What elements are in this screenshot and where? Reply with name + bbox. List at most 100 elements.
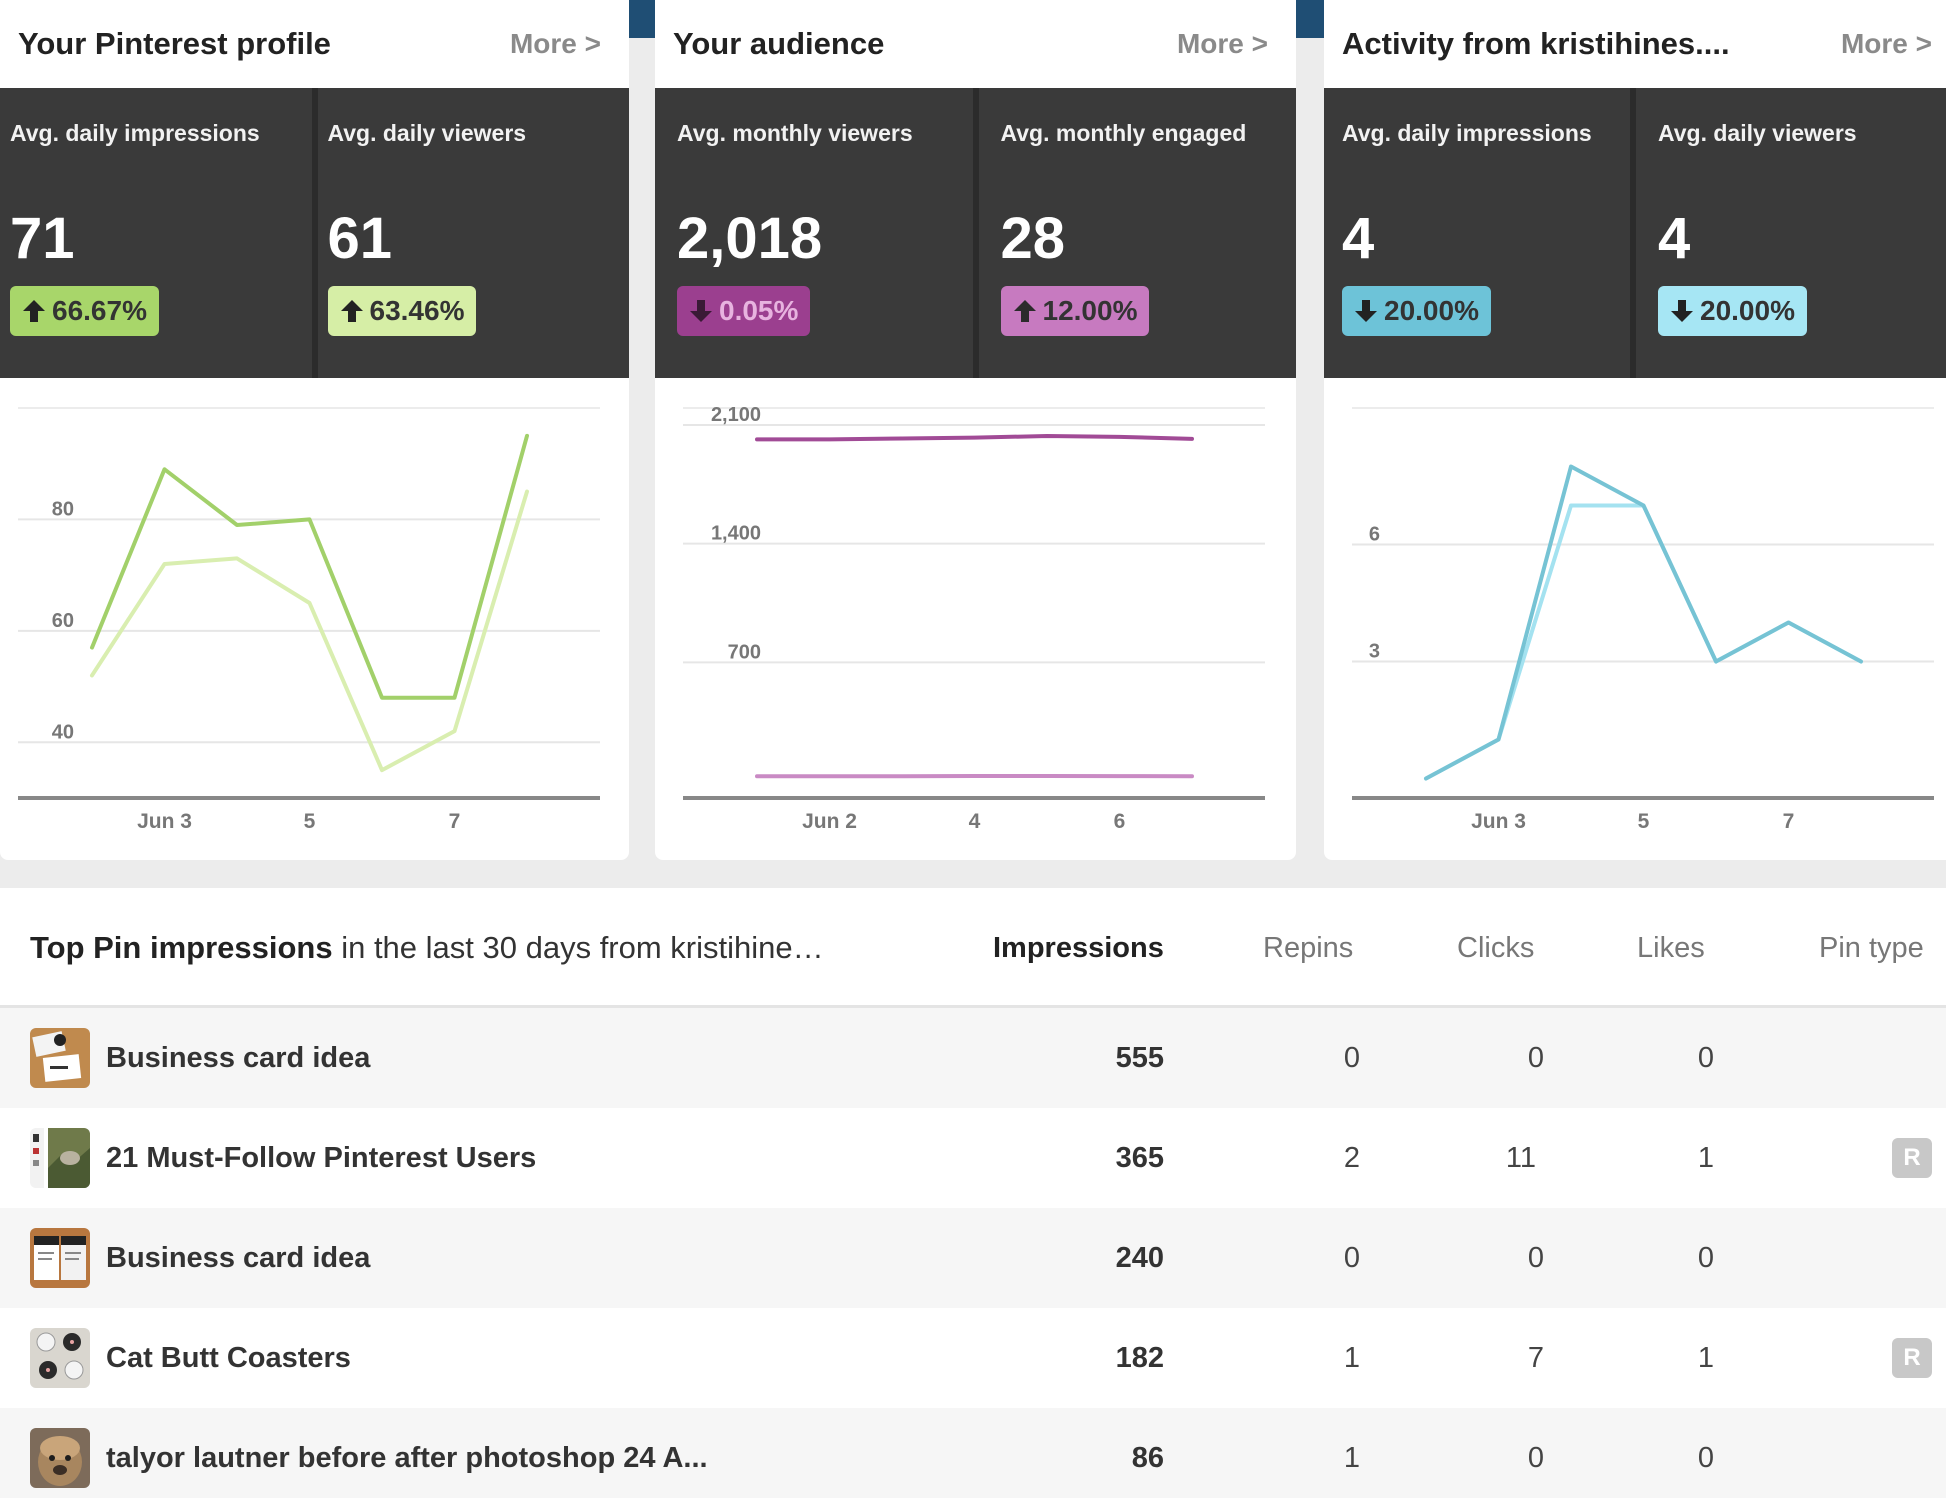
- x-tick-label: 6: [1114, 810, 1126, 833]
- line-chart: 3 6 Jun 3 5 7: [1324, 378, 1946, 860]
- likes-value: 0: [1697, 1242, 1714, 1274]
- x-tick-label: 5: [1638, 810, 1650, 833]
- x-tick-label: Jun 3: [1471, 810, 1526, 833]
- card-title: Your Pinterest profile: [18, 26, 331, 61]
- audience-card: Your audience More > Avg. monthly viewer…: [655, 0, 1296, 860]
- y-tick-label: 3: [1369, 641, 1380, 663]
- pin-thumbnail: [30, 1028, 90, 1088]
- stat-value: 28: [1000, 206, 1066, 271]
- arrow-up-icon: [1013, 300, 1036, 322]
- stat-impressions[interactable]: Avg. daily impressions 71 66.67%: [0, 88, 318, 378]
- chart-svg: 40 60 80 Jun 3 5 7: [18, 407, 600, 833]
- repins-value: 1: [1343, 1342, 1360, 1374]
- change-value: 66.67%: [52, 295, 147, 326]
- x-tick-label: Jun 2: [802, 810, 857, 833]
- stat-monthly-engaged[interactable]: Avg. monthly engaged 28 12.00%: [979, 88, 1297, 378]
- card-header: Your audience More >: [655, 0, 1296, 88]
- x-tick-label: 7: [1783, 810, 1795, 833]
- x-tick-label: 7: [449, 810, 461, 833]
- stat-label: Avg. daily viewers: [327, 120, 527, 146]
- card-title: Your audience: [673, 26, 885, 61]
- impressions-value: 86: [1131, 1442, 1164, 1474]
- more-link[interactable]: More >: [1176, 28, 1268, 59]
- pin-name: talyor lautner before after photoshop 24…: [106, 1442, 708, 1474]
- table-row[interactable]: Cat Butt Coasters 182 1 7 1 R: [0, 1308, 1946, 1408]
- likes-value: 1: [1697, 1142, 1714, 1174]
- stat-value: 4: [1342, 206, 1375, 271]
- x-tick-label: Jun 3: [137, 810, 192, 833]
- change-badge: 20.00%: [1342, 286, 1491, 336]
- stats-panel: Avg. daily impressions 71 66.67% Avg. da…: [0, 88, 629, 378]
- series-line: [90, 433, 529, 700]
- table-row[interactable]: Business card idea 555 0 0 0: [0, 1008, 1946, 1108]
- arrow-down-icon: [1355, 300, 1377, 322]
- profile-card: Your Pinterest profile More > Avg. daily…: [0, 0, 629, 860]
- stat-impressions[interactable]: Avg. daily impressions 4 20.00%: [1324, 88, 1636, 378]
- column-pin-type[interactable]: Pin type: [1819, 932, 1924, 964]
- likes-value: 0: [1697, 1442, 1714, 1474]
- chart-svg: 700 1,400 2,100 Jun 2 4 6: [683, 404, 1265, 833]
- repin-type-icon: R: [1892, 1338, 1932, 1378]
- line-chart: 40 60 80 Jun 3 5 7: [0, 378, 629, 860]
- stat-label: Avg. daily viewers: [1658, 120, 1857, 146]
- more-link[interactable]: More >: [509, 28, 601, 59]
- background-strip: [1296, 0, 1324, 38]
- table-title-rest: in the last 30 days from kristihine…: [332, 930, 824, 965]
- clicks-value: 0: [1527, 1242, 1544, 1274]
- table-title-bold: Top Pin impressions: [30, 930, 333, 965]
- y-tick-label: 60: [52, 610, 74, 632]
- clicks-value: 7: [1527, 1342, 1544, 1374]
- change-badge: 20.00%: [1658, 286, 1807, 336]
- column-impressions[interactable]: Impressions: [993, 932, 1164, 964]
- y-tick-label: 1,400: [711, 523, 761, 545]
- change-value: 20.00%: [1700, 295, 1795, 326]
- change-value: 63.46%: [369, 295, 465, 326]
- repin-type-icon: R: [1892, 1138, 1932, 1178]
- column-repins[interactable]: Repins: [1263, 932, 1354, 964]
- table-title: Top Pin impressions in the last 30 days …: [30, 888, 824, 1008]
- column-clicks[interactable]: Clicks: [1457, 932, 1535, 964]
- card-title: Activity from kristihines....: [1342, 26, 1730, 61]
- pin-thumbnail: [30, 1128, 90, 1188]
- stat-viewers[interactable]: Avg. daily viewers 61 63.46%: [318, 88, 630, 378]
- stat-viewers[interactable]: Avg. daily viewers 4 20.00%: [1636, 88, 1946, 378]
- line-chart: 700 1,400 2,100 Jun 2 4 6: [655, 378, 1296, 860]
- stat-label: Avg. daily impressions: [1342, 120, 1592, 146]
- pin-name: Business card idea: [106, 1242, 371, 1274]
- stat-value: 71: [10, 206, 75, 271]
- impressions-value: 182: [1115, 1342, 1164, 1374]
- table-row[interactable]: 21 Must-Follow Pinterest Users 365 2 11 …: [0, 1108, 1946, 1208]
- likes-value: 1: [1697, 1342, 1714, 1374]
- table-row[interactable]: Business card idea 240 0 0 0: [0, 1208, 1946, 1308]
- stat-label: Avg. monthly viewers: [677, 120, 913, 146]
- stat-label: Avg. monthly engaged: [1000, 120, 1247, 146]
- change-value: 20.00%: [1384, 295, 1479, 326]
- stat-monthly-viewers[interactable]: Avg. monthly viewers 2,018 0.05%: [655, 88, 979, 378]
- repins-value: 0: [1343, 1042, 1360, 1074]
- more-link[interactable]: More >: [1840, 28, 1932, 59]
- change-badge: 66.67%: [10, 286, 159, 336]
- x-tick-label: 4: [969, 810, 981, 833]
- column-likes[interactable]: Likes: [1637, 932, 1705, 964]
- x-tick-label: 5: [304, 810, 316, 833]
- clicks-value: 11: [1505, 1142, 1536, 1174]
- change-badge: 0.05%: [677, 286, 811, 336]
- top-pins-table: Top Pin impressions in the last 30 days …: [0, 888, 1946, 1498]
- activity-card: Activity from kristihines.... More > Avg…: [1324, 0, 1946, 860]
- repins-value: 1: [1343, 1442, 1360, 1474]
- likes-value: 0: [1697, 1042, 1714, 1074]
- arrow-up-icon: [340, 300, 363, 322]
- pin-name: Cat Butt Coasters: [106, 1342, 351, 1374]
- stat-value: 2,018: [677, 206, 823, 271]
- clicks-value: 0: [1527, 1042, 1544, 1074]
- series-line: [1424, 464, 1863, 781]
- repins-value: 2: [1343, 1142, 1360, 1174]
- table-header: Top Pin impressions in the last 30 days …: [0, 888, 1946, 1008]
- table-row[interactable]: talyor lautner before after photoshop 24…: [0, 1408, 1946, 1498]
- change-badge: 63.46%: [327, 286, 477, 336]
- stat-value: 61: [327, 206, 393, 271]
- y-tick-label: 40: [52, 721, 74, 743]
- y-tick-label: 700: [728, 641, 761, 663]
- impressions-value: 240: [1115, 1242, 1164, 1274]
- pin-name: 21 Must-Follow Pinterest Users: [106, 1142, 537, 1174]
